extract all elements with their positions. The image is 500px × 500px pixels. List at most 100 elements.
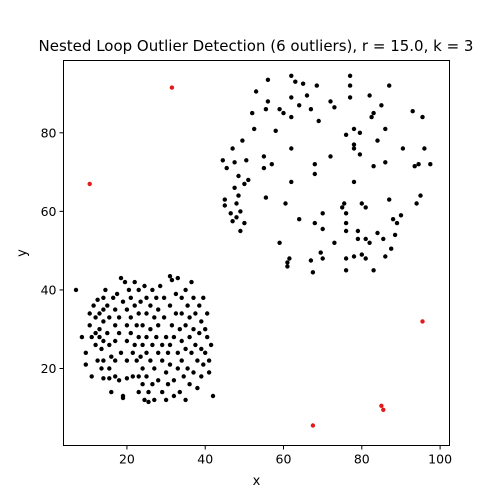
- inlier-point: [381, 236, 386, 242]
- inlier-point: [152, 397, 157, 403]
- inlier-point: [347, 73, 353, 79]
- inlier-point: [191, 370, 196, 375]
- inlier-point: [351, 142, 357, 147]
- inlier-point: [183, 323, 188, 328]
- inlier-point: [175, 275, 180, 281]
- inlier-point: [144, 350, 149, 355]
- inlier-point: [169, 277, 175, 283]
- inlier-point: [379, 103, 384, 108]
- inlier-point: [285, 260, 290, 265]
- inlier-point: [185, 303, 190, 308]
- inlier-point: [293, 79, 298, 84]
- inlier-point: [107, 366, 112, 371]
- inlier-point: [289, 73, 294, 79]
- inlier-point: [363, 205, 368, 210]
- inlier-point: [206, 370, 212, 375]
- inlier-point: [343, 268, 349, 273]
- inlier-point: [205, 311, 210, 316]
- inlier-point: [201, 362, 206, 367]
- inlier-point: [113, 374, 118, 379]
- inlier-point: [269, 162, 274, 167]
- inlier-point: [156, 307, 161, 312]
- inlier-point: [124, 376, 130, 381]
- inlier-point: [285, 264, 290, 269]
- inlier-point: [165, 382, 171, 387]
- inlier-point: [116, 315, 122, 320]
- inlier-point: [195, 385, 200, 391]
- inlier-point: [138, 354, 143, 359]
- inlier-point: [195, 358, 200, 363]
- inlier-point: [224, 165, 229, 171]
- inlier-point: [146, 399, 151, 405]
- inlier-point: [355, 228, 361, 234]
- inlier-point: [199, 319, 204, 324]
- inlier-point: [87, 311, 92, 316]
- inlier-point: [111, 295, 116, 300]
- inlier-point: [122, 279, 128, 285]
- inlier-point: [132, 279, 137, 285]
- inlier-point: [171, 334, 177, 340]
- inlier-point: [101, 319, 106, 324]
- inlier-point: [312, 171, 317, 177]
- x-tick-label: 40: [197, 452, 213, 467]
- inlier-point: [152, 315, 157, 320]
- inlier-point: [101, 376, 106, 381]
- inlier-point: [387, 83, 392, 88]
- inlier-point: [367, 93, 372, 98]
- inlier-point: [416, 162, 421, 167]
- inlier-point: [375, 230, 380, 236]
- inlier-point: [261, 154, 267, 159]
- inlier-point: [369, 114, 374, 120]
- inlier-point: [193, 342, 198, 348]
- inlier-point: [410, 109, 415, 114]
- inlier-point: [132, 303, 137, 308]
- inlier-point: [116, 378, 122, 383]
- inlier-point: [240, 138, 245, 143]
- inlier-point: [177, 327, 182, 332]
- inlier-point: [363, 236, 368, 242]
- inlier-point: [422, 146, 427, 151]
- inlier-point: [414, 201, 419, 206]
- inlier-point: [277, 107, 282, 112]
- inlier-point: [101, 295, 106, 300]
- inlier-point: [351, 146, 357, 151]
- inlier-point: [253, 89, 259, 94]
- inlier-point: [120, 299, 126, 304]
- inlier-point: [128, 295, 133, 300]
- inlier-point: [297, 103, 302, 108]
- inlier-point: [136, 389, 141, 395]
- inlier-point: [191, 295, 196, 300]
- inlier-point: [95, 297, 100, 302]
- chart-title: Nested Loop Outlier Detection (6 outlier…: [39, 37, 474, 55]
- inlier-point: [181, 374, 186, 379]
- inlier-point: [304, 93, 310, 98]
- inlier-point: [314, 83, 319, 88]
- inlier-point: [109, 389, 114, 395]
- inlier-point: [242, 220, 247, 226]
- inlier-point: [189, 279, 194, 285]
- y-tick-label: 80: [41, 125, 57, 140]
- inlier-point: [199, 374, 204, 379]
- inlier-point: [161, 295, 167, 300]
- inlier-point: [171, 378, 177, 383]
- inlier-point: [171, 393, 177, 399]
- inlier-point: [203, 350, 208, 355]
- inlier-point: [95, 358, 100, 363]
- inlier-point: [124, 338, 130, 344]
- inlier-point: [175, 366, 180, 371]
- y-axis-ticks: 20 40 60 80: [41, 125, 64, 376]
- inlier-point: [189, 350, 194, 355]
- inlier-point: [230, 146, 235, 151]
- outlier-point: [379, 403, 384, 408]
- inlier-point: [343, 211, 349, 216]
- inlier-point: [228, 211, 233, 216]
- inlier-point: [398, 213, 404, 218]
- inlier-point: [154, 295, 159, 300]
- inlier-point: [99, 346, 104, 352]
- inlier-point: [163, 370, 169, 375]
- inlier-point: [150, 287, 155, 293]
- inlier-point: [220, 158, 225, 163]
- inlier-point: [97, 334, 102, 340]
- inlier-point: [389, 246, 394, 251]
- x-tick-label: 60: [276, 452, 292, 467]
